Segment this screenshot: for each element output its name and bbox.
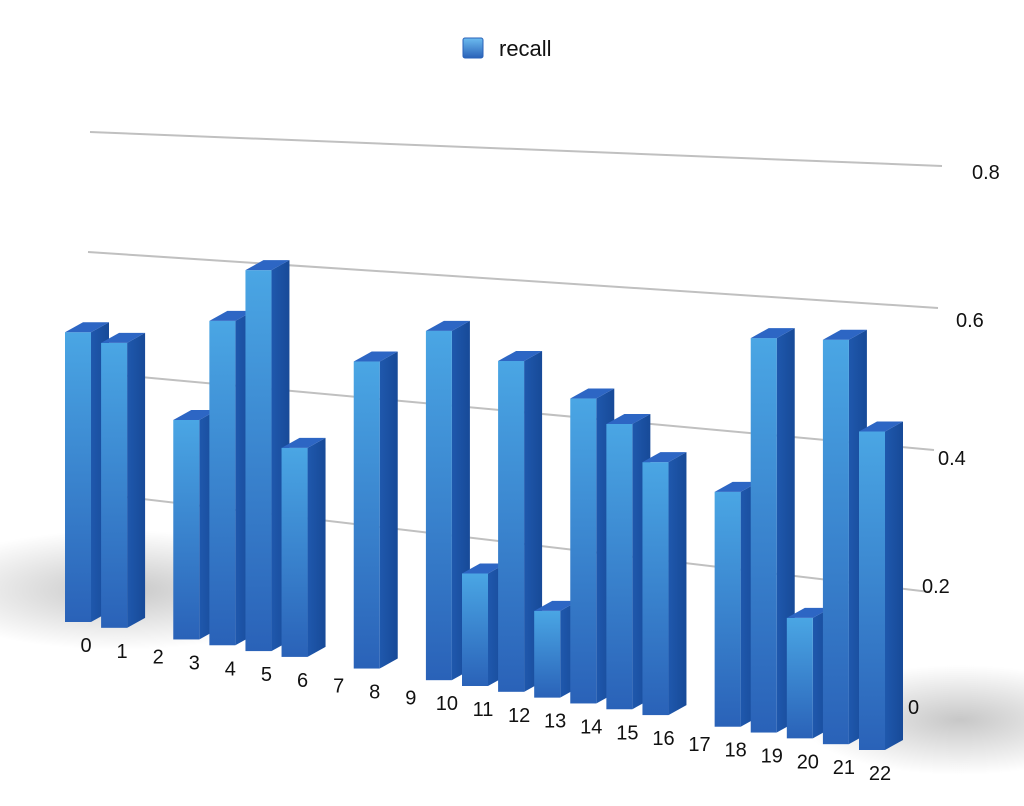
x-tick-label: 6: [297, 670, 308, 692]
bar-side: [127, 332, 146, 628]
legend-swatch: [462, 37, 484, 59]
bar-side: [524, 350, 543, 692]
bar-front: [606, 424, 633, 710]
bar-front: [498, 360, 525, 692]
bar-top: [570, 388, 615, 399]
bar: [642, 452, 687, 716]
bar-front: [425, 330, 452, 681]
bar-top: [281, 437, 326, 448]
x-tick-label: 16: [652, 728, 674, 750]
y-axis-ticks: 0 0.2 0.4 0.6 0.8: [908, 162, 1000, 719]
bar-top: [534, 600, 579, 611]
bar: [859, 421, 903, 750]
y-tick-label: 0: [908, 697, 919, 719]
x-tick-label: 0: [80, 635, 91, 657]
x-tick-label: 1: [117, 641, 128, 663]
bar: [606, 414, 651, 710]
bar-top: [606, 414, 651, 424]
bar-front: [173, 419, 200, 640]
bar-front: [750, 338, 777, 733]
bar-top: [353, 351, 398, 362]
x-tick-label: 19: [761, 746, 783, 768]
bar-top: [209, 310, 254, 321]
bar-top: [462, 563, 506, 574]
bar-top: [173, 409, 218, 420]
bar-side: [885, 421, 903, 750]
x-tick-label: 10: [436, 693, 458, 715]
bar-front: [353, 361, 380, 669]
gridline: [89, 131, 943, 167]
bar: [353, 351, 398, 669]
x-tick-label: 14: [580, 716, 602, 738]
x-axis-ticks: 0 1 2 3 4 5 6 7 8 9 10 11 12 13 14 15 16 17 18 19 20 21 22: [80, 635, 891, 785]
bar-top: [822, 329, 867, 340]
gridline: [87, 251, 939, 309]
x-tick-label: 5: [261, 664, 272, 686]
bar-front: [822, 339, 849, 745]
bar-top: [101, 332, 146, 343]
x-tick-label: 4: [225, 658, 236, 680]
bar: [498, 350, 543, 692]
x-tick-label: 9: [405, 687, 416, 709]
y-tick-label: 0.2: [922, 576, 950, 598]
x-tick-label: 15: [616, 722, 638, 744]
bar-top: [425, 320, 470, 331]
bar-front: [245, 270, 272, 652]
bar-side: [307, 437, 326, 657]
bar: [101, 332, 146, 628]
x-tick-label: 8: [369, 682, 380, 704]
y-tick-label: 0.4: [938, 448, 966, 470]
x-tick-label: 11: [473, 699, 494, 721]
x-tick-label: 2: [153, 647, 164, 669]
bar-top: [714, 481, 759, 492]
bar-front: [786, 617, 813, 739]
x-tick-label: 13: [544, 711, 566, 733]
x-tick-label: 17: [688, 734, 710, 756]
bar-top: [859, 421, 903, 432]
bar-top: [245, 260, 290, 271]
x-tick-label: 7: [333, 676, 344, 698]
bar-front: [534, 610, 561, 698]
bar-front: [859, 431, 885, 750]
y-tick-label: 0.6: [956, 310, 984, 332]
bar-top: [642, 452, 687, 463]
bar-front: [209, 320, 236, 646]
bars: [65, 260, 903, 750]
legend: recall: [462, 36, 552, 61]
bar-front: [570, 398, 597, 704]
x-tick-label: 22: [869, 763, 891, 785]
bar-top: [498, 350, 543, 361]
bar-side: [668, 452, 687, 716]
bar-top: [65, 322, 109, 333]
y-tick-label: 0.8: [972, 162, 1000, 184]
x-tick-label: 18: [725, 740, 747, 762]
x-tick-label: 21: [833, 757, 855, 779]
x-tick-label: 20: [797, 751, 819, 773]
x-tick-label: 3: [189, 652, 200, 674]
bar-front: [714, 491, 741, 727]
bar-front: [101, 342, 128, 628]
bar-top: [750, 328, 795, 339]
bar-front: [462, 573, 488, 686]
bar-top: [786, 607, 831, 618]
bar-front: [65, 332, 91, 622]
bar-front: [642, 462, 669, 716]
legend-label: recall: [499, 36, 552, 61]
bar-front: [281, 447, 308, 657]
bar-side: [379, 351, 398, 669]
x-tick-label: 12: [508, 705, 530, 727]
bar: [281, 437, 326, 657]
